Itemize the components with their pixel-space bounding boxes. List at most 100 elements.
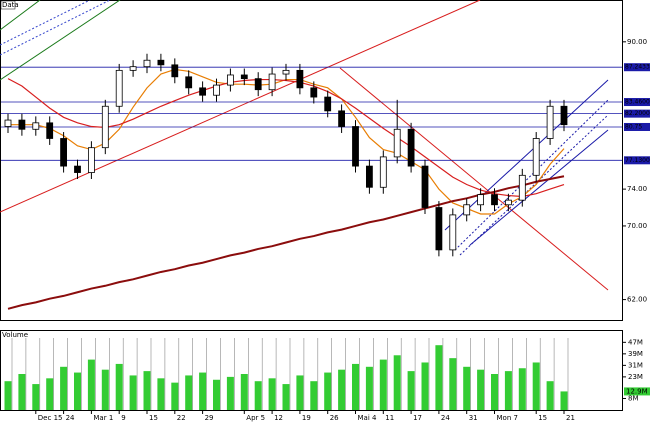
candle-body <box>213 84 220 96</box>
x-tick-label: 11 <box>385 414 394 422</box>
volume-tick-label: 39M <box>628 350 643 358</box>
price-label-box <box>624 122 650 131</box>
price-label-box <box>624 98 650 107</box>
x-tick-label: Apr 5 <box>246 414 265 422</box>
volume-bar <box>560 391 568 410</box>
volume-bar <box>18 374 26 410</box>
candle-body <box>60 138 67 167</box>
volume-bar <box>213 379 220 410</box>
x-tick-label: 15 <box>149 414 158 422</box>
x-tick-label: Mon 7 <box>497 414 518 422</box>
volume-bar <box>171 382 179 410</box>
candle-body <box>477 194 485 206</box>
candle-body <box>171 64 179 78</box>
candle-body <box>240 74 248 80</box>
volume-bar <box>60 366 68 410</box>
candle-body <box>532 138 540 176</box>
volume-tick-label: 31M <box>628 361 643 369</box>
channel-line <box>459 114 609 256</box>
candle-body <box>226 74 234 86</box>
trend-line <box>0 0 121 81</box>
volume-bar <box>379 359 387 410</box>
candle-body <box>101 105 109 149</box>
candle-body <box>407 128 415 167</box>
volume-bar <box>504 371 512 410</box>
volume-bar <box>46 378 54 410</box>
volume-bar <box>296 375 304 410</box>
volume-bar <box>518 368 526 410</box>
candle-body <box>504 199 512 206</box>
candle-body <box>115 69 123 107</box>
title-box <box>0 0 16 10</box>
volume-bar <box>449 358 457 410</box>
volume-bar <box>87 359 95 410</box>
volume-bar <box>4 381 12 410</box>
candle-body <box>46 122 54 139</box>
candle-body <box>435 207 443 251</box>
volume-bar <box>310 381 318 410</box>
channel-line <box>469 129 609 246</box>
price-label: 82.2000 <box>625 110 650 117</box>
candle-body <box>296 69 304 89</box>
candle-body <box>88 147 95 173</box>
price-label: 77.1300 <box>625 157 650 164</box>
volume-bar <box>546 381 554 410</box>
volume-bar <box>199 372 207 410</box>
x-tick-label: Dec 15 <box>38 414 63 422</box>
x-tick-label: 29 <box>205 414 214 422</box>
candle-body <box>32 122 40 130</box>
candle-body <box>268 73 276 91</box>
x-tick-label: Mai 4 <box>358 414 377 422</box>
candle-body <box>282 69 290 75</box>
volume-value-label: 12.9M <box>626 387 648 395</box>
x-tick-label: 17 <box>413 414 422 422</box>
volume-bar <box>491 374 498 410</box>
candle-body <box>491 194 498 206</box>
trend-line <box>0 0 111 56</box>
volume-bar <box>338 369 346 410</box>
x-tick-label: 22 <box>177 414 186 422</box>
volume-bar <box>365 366 373 410</box>
candle-body <box>310 87 318 98</box>
candle-body <box>393 128 401 158</box>
volume-title: Volume <box>2 331 28 339</box>
candle-body <box>4 119 12 127</box>
price-label: 80.75 <box>625 123 642 130</box>
x-tick-label: 24 <box>441 414 450 422</box>
volume-bar <box>226 376 234 410</box>
chart-title: Data <box>2 1 19 9</box>
volume-bar <box>532 362 540 410</box>
candle-body <box>379 156 387 188</box>
volume-bar <box>352 363 359 410</box>
trend-line <box>0 0 41 31</box>
candle-body <box>546 105 554 139</box>
moving-average <box>7 175 565 310</box>
volume-bar <box>421 362 429 410</box>
candle-body <box>560 105 568 126</box>
volume-tick-label: 47M <box>628 338 643 346</box>
candle-body <box>518 174 526 201</box>
y-tick-label: 70.00 <box>627 222 647 230</box>
volume-bar <box>435 345 443 410</box>
candle-body <box>157 59 165 66</box>
volume-bar <box>393 355 401 410</box>
x-tick-label: 12 <box>274 414 283 422</box>
price-label-box <box>624 63 650 72</box>
volume-bar <box>143 371 151 410</box>
x-tick-label: 24 <box>66 414 75 422</box>
y-tick-label: 62.00 <box>627 296 647 304</box>
trend-line <box>0 0 91 46</box>
candle-body <box>74 165 81 173</box>
volume-bar <box>477 369 485 410</box>
candle-body <box>129 66 137 71</box>
candle-body <box>365 165 373 188</box>
x-tick-label: 15 <box>538 414 547 422</box>
volume-tick-label: 23M <box>628 373 643 381</box>
y-tick-label: 74.00 <box>627 185 647 193</box>
candle-body <box>463 204 471 216</box>
y-tick-label: 90.00 <box>627 38 647 46</box>
volume-bar <box>115 363 123 410</box>
volume-bar <box>463 366 471 410</box>
volume-bar <box>254 381 262 410</box>
